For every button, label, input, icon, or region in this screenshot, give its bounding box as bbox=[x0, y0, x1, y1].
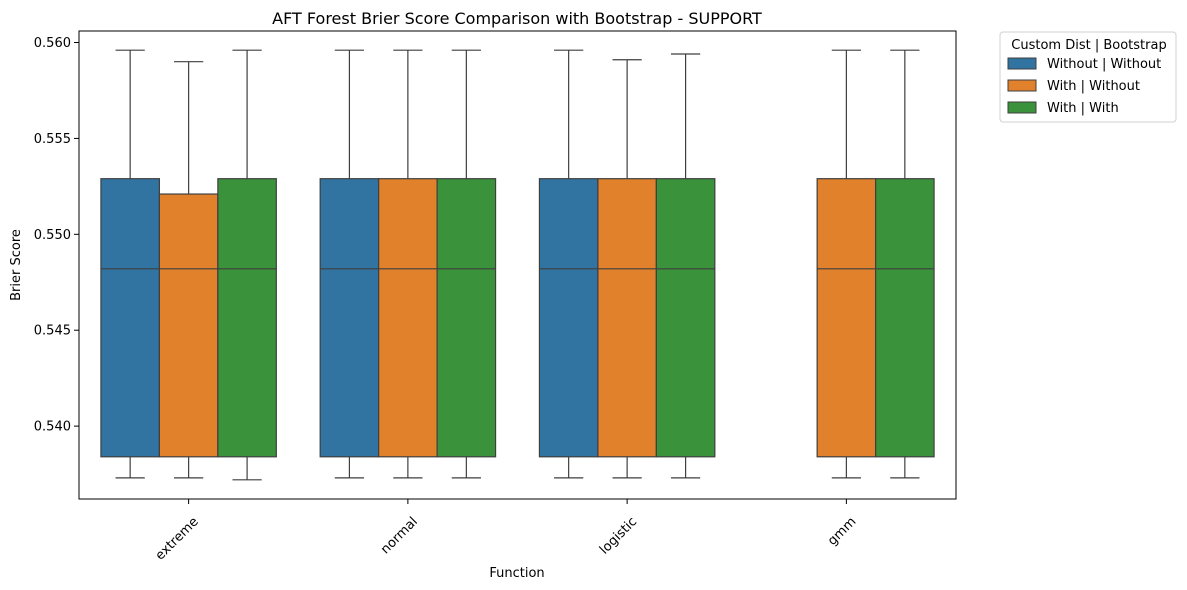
box-logistic-series-0 bbox=[538, 49, 599, 479]
y-tick-label: 0.555 bbox=[34, 132, 71, 147]
legend-swatch bbox=[1007, 101, 1037, 114]
x-tick-label: extreme bbox=[153, 514, 202, 563]
box-body bbox=[816, 178, 877, 458]
legend-frame bbox=[999, 31, 1177, 123]
plot-frame bbox=[78, 30, 957, 500]
legend-swatch bbox=[1007, 57, 1037, 70]
box-body bbox=[538, 178, 599, 458]
x-tick-label: gmm bbox=[825, 514, 859, 548]
box-body bbox=[655, 178, 716, 458]
box-body bbox=[217, 178, 277, 458]
box-logistic-series-2 bbox=[655, 53, 716, 479]
box-body bbox=[597, 178, 657, 458]
y-tick-label: 0.550 bbox=[34, 228, 71, 243]
box-normal-series-1 bbox=[378, 49, 438, 479]
box-gmm-series-1 bbox=[816, 49, 877, 479]
legend-entry-label: With | Without bbox=[1047, 79, 1140, 94]
y-axis-label: Brier Score bbox=[9, 229, 24, 301]
box-body bbox=[378, 178, 438, 458]
box-extreme-series-2 bbox=[217, 49, 277, 481]
box-body bbox=[158, 193, 219, 458]
legend: Custom Dist | Bootstrap Without | Withou… bbox=[999, 31, 1177, 123]
box-gmm-series-2 bbox=[875, 49, 935, 479]
legend-entry-label: With | With bbox=[1047, 101, 1119, 116]
box-body bbox=[100, 178, 160, 458]
legend-title: Custom Dist | Bootstrap bbox=[1011, 38, 1166, 53]
y-tick-label: 0.545 bbox=[34, 324, 71, 339]
x-axis-label: Function bbox=[489, 566, 544, 581]
y-tick-label: 0.540 bbox=[34, 420, 71, 435]
box-normal-series-2 bbox=[436, 49, 497, 479]
box-extreme-series-1 bbox=[158, 61, 219, 479]
box-normal-series-0 bbox=[319, 49, 380, 479]
chart-title: AFT Forest Brier Score Comparison with B… bbox=[272, 9, 762, 28]
box-extreme-series-0 bbox=[100, 49, 160, 479]
box-body bbox=[875, 178, 935, 458]
plot-area bbox=[100, 49, 935, 481]
box-logistic-series-1 bbox=[597, 59, 657, 479]
legend-entry-label: Without | Without bbox=[1047, 57, 1161, 72]
x-tick-label: logistic bbox=[597, 514, 640, 557]
box-body bbox=[436, 178, 497, 458]
y-tick-label: 0.560 bbox=[34, 36, 71, 51]
box-body bbox=[319, 178, 380, 458]
legend-swatch bbox=[1007, 79, 1037, 92]
x-tick-label: normal bbox=[378, 514, 421, 557]
